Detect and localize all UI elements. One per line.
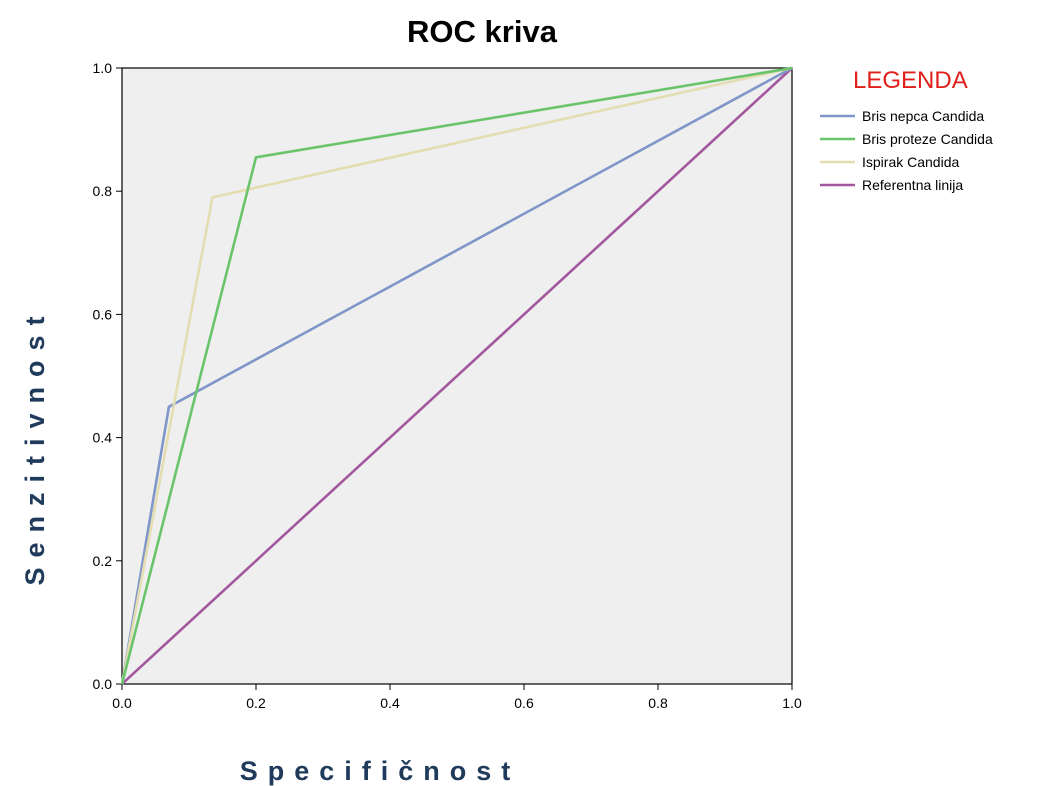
chart-title: ROC kriva (407, 14, 558, 49)
legend-label: Bris nepca Candida (862, 108, 984, 124)
series-line-referentna-linija (121, 67, 793, 685)
y-tick-label: 0.0 (93, 676, 113, 692)
y-tick-label: 0.4 (93, 430, 113, 446)
series-line-bris-proteze-candida (120, 66, 793, 685)
axis-ticks: 0.0 0.2 0.4 0.6 0.8 1.0 0.0 0.2 0.4 0.6 0.8 1.0 (93, 60, 802, 711)
y-tick-label: 1.0 (93, 60, 113, 76)
x-tick-label: 0.0 (112, 695, 132, 711)
legend-label: Ispirak Candida (862, 154, 959, 170)
x-axis-label: Specifičnost (240, 756, 521, 786)
y-tick-label: 0.2 (93, 553, 113, 569)
y-axis-label: Senzitivnost (20, 306, 50, 585)
series-line-bris-nepca-candida (120, 66, 793, 685)
legend: LEGENDA Bris nepca Candida Bris proteze C… (820, 67, 993, 193)
legend-title: LEGENDA (853, 67, 968, 94)
x-tick-label: 1.0 (782, 695, 802, 711)
x-tick-label: 0.2 (246, 695, 266, 711)
legend-label: Referentna linija (862, 177, 963, 193)
x-tick-label: 0.4 (380, 695, 400, 711)
legend-items: Bris nepca Candida Bris proteze Candida Is… (820, 108, 993, 193)
y-tick-label: 0.6 (93, 306, 113, 322)
y-tick-label: 0.8 (93, 183, 113, 199)
x-tick-label: 0.6 (514, 695, 534, 711)
series-lines (120, 66, 793, 685)
legend-label: Bris proteze Candida (862, 131, 993, 147)
series-line-ispirak-candida (120, 66, 793, 685)
x-tick-label: 0.8 (648, 695, 668, 711)
